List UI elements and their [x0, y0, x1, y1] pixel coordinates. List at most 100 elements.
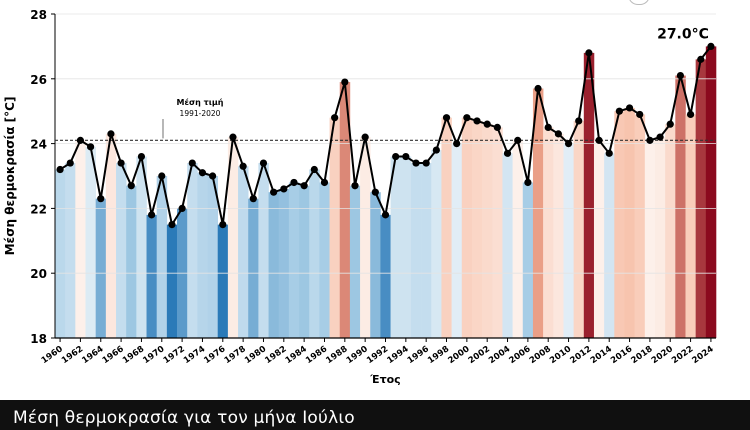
point-1975 — [209, 172, 217, 180]
x-tick-label-2022: 2022 — [670, 344, 695, 366]
bar-1979 — [248, 198, 259, 338]
point-1983 — [290, 178, 298, 187]
y-tick-label-24: 24 — [30, 138, 47, 152]
bar-2013 — [593, 140, 605, 338]
bar-1983 — [288, 182, 300, 338]
x-tick-label-1966: 1966 — [101, 344, 126, 366]
bar-2004 — [502, 153, 513, 338]
bar-2000 — [461, 117, 473, 339]
bar-1969 — [146, 214, 157, 338]
bar-1960 — [55, 169, 66, 338]
bar-1975 — [207, 176, 219, 338]
bar-1988 — [339, 82, 351, 338]
point-1986 — [320, 178, 329, 187]
bar-2002 — [482, 124, 493, 338]
point-1985 — [310, 165, 318, 174]
latest-value-annotation: 27.0°C — [657, 26, 709, 42]
point-2002 — [483, 120, 491, 128]
x-tick-label-2000: 2000 — [446, 344, 471, 366]
x-tick-label-1970: 1970 — [141, 344, 166, 366]
x-tick-label-2004: 2004 — [487, 344, 512, 366]
point-2013 — [595, 136, 603, 144]
point-1964 — [97, 195, 105, 203]
bar-1961 — [65, 163, 76, 338]
bar-2020 — [665, 124, 676, 338]
bar-2007 — [532, 88, 544, 339]
point-1971 — [168, 221, 176, 229]
point-2007 — [534, 84, 542, 93]
bar-2014 — [604, 153, 615, 338]
bar-1978 — [238, 166, 249, 338]
x-tick-label-2016: 2016 — [609, 344, 634, 366]
point-1970 — [158, 172, 166, 180]
bar-2016 — [624, 107, 635, 339]
bar-1982 — [278, 188, 290, 338]
point-2011 — [575, 117, 583, 125]
x-tick-label-1994: 1994 — [385, 344, 410, 366]
y-tick-label-22: 22 — [30, 202, 47, 216]
x-tick-label-1988: 1988 — [324, 344, 349, 366]
point-2021 — [676, 71, 685, 80]
bar-1964 — [95, 198, 107, 338]
grid-lines — [55, 13, 716, 274]
point-1980 — [259, 159, 268, 167]
x-tick-label-1998: 1998 — [426, 344, 451, 366]
x-tick-label-1980: 1980 — [243, 344, 268, 366]
x-tick-label-2020: 2020 — [650, 344, 675, 366]
bar-1986 — [319, 182, 330, 338]
point-2016 — [625, 104, 634, 112]
x-tick-label-2008: 2008 — [528, 344, 553, 366]
point-1961 — [66, 159, 74, 167]
bar-1993 — [390, 156, 402, 338]
bar-2015 — [614, 111, 625, 338]
point-1976 — [219, 221, 227, 229]
x-tick-label-2024: 2024 — [691, 344, 716, 366]
y-tick-label-28: 28 — [30, 8, 47, 22]
x-tick-label-1978: 1978 — [223, 344, 248, 366]
point-1973 — [188, 159, 196, 167]
bar-1971 — [166, 224, 178, 338]
x-axis: 1960196219641966196819701972197419761978… — [40, 337, 716, 366]
x-tick-label-1990: 1990 — [345, 344, 370, 366]
point-2015 — [615, 107, 623, 115]
point-1997 — [432, 146, 440, 154]
bar-1981 — [268, 192, 280, 338]
bar-1966 — [116, 163, 127, 338]
x-tick-label-1982: 1982 — [263, 344, 288, 366]
point-2006 — [524, 178, 532, 187]
x-tick-label-2002: 2002 — [467, 344, 492, 366]
point-1988 — [341, 78, 349, 86]
reference-line-label: Μέση τιμή — [177, 97, 224, 107]
warming-stripes-bars — [55, 46, 717, 339]
point-2001 — [473, 117, 481, 125]
point-1999 — [453, 140, 461, 148]
bar-1994 — [400, 156, 412, 338]
y-axis: 18 20 22 24 26 28 — [30, 8, 56, 346]
bar-1974 — [197, 172, 208, 338]
point-1995 — [412, 159, 420, 167]
x-tick-label-1974: 1974 — [182, 344, 207, 366]
bar-1973 — [187, 163, 198, 338]
point-1979 — [249, 195, 257, 203]
bar-2001 — [471, 120, 483, 338]
x-tick-label-1996: 1996 — [406, 344, 431, 366]
reference-line-period: 1991-2020 — [180, 109, 221, 118]
x-tick-label-1992: 1992 — [365, 344, 390, 366]
point-1972 — [178, 204, 186, 212]
point-1998 — [442, 114, 451, 122]
point-1966 — [117, 159, 125, 167]
point-1991 — [371, 188, 379, 196]
bar-1980 — [258, 163, 269, 338]
bar-1970 — [156, 176, 168, 338]
point-2024 — [707, 42, 715, 51]
point-2020 — [666, 120, 674, 128]
bar-2005 — [512, 140, 524, 338]
bar-1996 — [421, 163, 432, 338]
bar-1999 — [451, 143, 463, 338]
point-2014 — [605, 149, 613, 157]
x-tick-label-1972: 1972 — [162, 344, 187, 366]
point-1981 — [270, 188, 278, 196]
point-1967 — [127, 182, 135, 190]
bar-2022 — [685, 114, 696, 338]
